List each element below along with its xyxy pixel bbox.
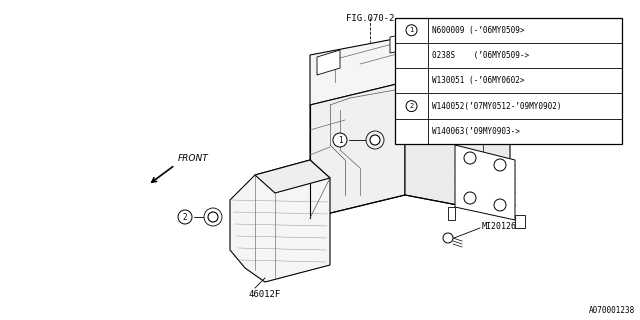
Text: 46012F: 46012F bbox=[248, 290, 280, 299]
Polygon shape bbox=[390, 32, 415, 53]
Polygon shape bbox=[405, 82, 510, 215]
Polygon shape bbox=[230, 160, 330, 282]
Text: 2: 2 bbox=[182, 212, 188, 221]
Polygon shape bbox=[515, 215, 525, 228]
Circle shape bbox=[464, 152, 476, 164]
Text: 1: 1 bbox=[410, 27, 413, 33]
Text: 1: 1 bbox=[338, 135, 342, 145]
Circle shape bbox=[494, 159, 506, 171]
Text: A070001238: A070001238 bbox=[589, 306, 635, 315]
Text: W140052(’07MY0512-’09MY0902): W140052(’07MY0512-’09MY0902) bbox=[432, 101, 562, 111]
Text: W130051 (-’06MY0602>: W130051 (-’06MY0602> bbox=[432, 76, 525, 85]
Polygon shape bbox=[310, 82, 405, 218]
Circle shape bbox=[208, 212, 218, 222]
Text: FIG.073: FIG.073 bbox=[563, 84, 600, 92]
Polygon shape bbox=[317, 50, 340, 75]
Polygon shape bbox=[494, 55, 550, 120]
Polygon shape bbox=[448, 207, 455, 220]
Polygon shape bbox=[455, 145, 515, 220]
Circle shape bbox=[406, 100, 417, 112]
Polygon shape bbox=[510, 55, 533, 71]
Circle shape bbox=[464, 192, 476, 204]
Text: N600009 (-’06MY0509>: N600009 (-’06MY0509> bbox=[432, 26, 525, 35]
Circle shape bbox=[443, 233, 453, 243]
Text: FIG.070-2: FIG.070-2 bbox=[346, 14, 394, 23]
Circle shape bbox=[370, 135, 380, 145]
Text: FRONT: FRONT bbox=[178, 154, 209, 163]
Circle shape bbox=[494, 199, 506, 211]
Polygon shape bbox=[310, 35, 510, 105]
Text: 2: 2 bbox=[410, 103, 413, 109]
Polygon shape bbox=[255, 160, 330, 193]
FancyBboxPatch shape bbox=[395, 18, 622, 144]
Circle shape bbox=[406, 25, 417, 36]
Circle shape bbox=[178, 210, 192, 224]
Text: 0238S    (’06MY0509->: 0238S (’06MY0509-> bbox=[432, 51, 529, 60]
Ellipse shape bbox=[531, 65, 559, 119]
Text: W140063(’09MY0903->: W140063(’09MY0903-> bbox=[432, 127, 520, 136]
Circle shape bbox=[333, 133, 347, 147]
Text: MI20126: MI20126 bbox=[482, 221, 517, 230]
